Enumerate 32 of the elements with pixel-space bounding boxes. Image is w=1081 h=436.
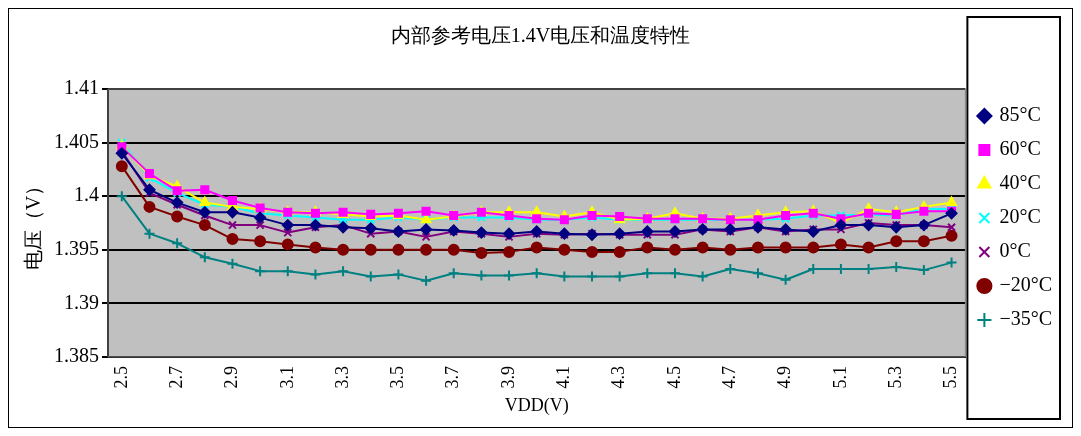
y-tick-label: 1.4 (74, 183, 99, 206)
y-tick-label: 1.39 (64, 290, 99, 313)
x-tick-label: 4.1 (553, 365, 574, 389)
legend-label: −20°C (999, 273, 1053, 296)
legend-label: −35°C (999, 307, 1053, 330)
x-tick-label: 2.7 (165, 365, 186, 389)
x-tick-label: 3.9 (497, 365, 518, 389)
x-tick-label: 5.3 (884, 365, 905, 389)
x-tick-label: 3.5 (387, 365, 408, 389)
y-axis-title: 电压（V） (22, 175, 45, 271)
legend-label: 20°C (999, 205, 1041, 228)
y-tick-label: 1.385 (54, 344, 99, 367)
x-tick-label: 3.7 (442, 365, 463, 389)
y-tick-label: 1.405 (54, 129, 99, 152)
y-tick-label: 1.395 (54, 236, 99, 259)
chart-title: 内部参考电压1.4V电压和温度特性 (390, 24, 691, 47)
legend-label: 60°C (999, 137, 1041, 160)
y-tick-label: 1.41 (64, 76, 99, 99)
x-tick-label: 4.3 (608, 365, 629, 389)
x-tick-label: 4.9 (774, 365, 795, 389)
x-tick-label: 2.5 (110, 365, 131, 389)
x-tick-label: 2.9 (221, 365, 242, 389)
legend-label: 40°C (999, 171, 1041, 194)
x-tick-label: 4.5 (663, 365, 684, 389)
x-tick-label: 3.1 (276, 365, 297, 389)
x-axis-title: VDD(V) (504, 394, 569, 416)
legend-label: 0°C (999, 239, 1031, 262)
x-tick-label: 5.1 (829, 365, 850, 389)
x-tick-label: 4.7 (719, 365, 740, 389)
x-tick-label: 3.3 (331, 365, 352, 389)
x-tick-label: 5.5 (940, 365, 961, 389)
legend-label: 85°C (999, 103, 1041, 126)
